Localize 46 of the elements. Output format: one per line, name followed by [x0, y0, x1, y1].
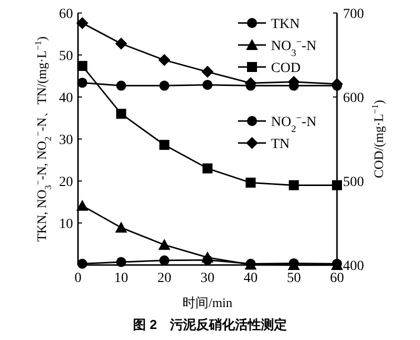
x-tick-label: 20	[157, 271, 172, 286]
y-tick-label: 60	[59, 7, 73, 22]
y2-tick-label: 700	[343, 7, 364, 22]
point	[77, 78, 88, 88]
point	[159, 140, 170, 150]
point	[202, 163, 212, 174]
point	[115, 222, 128, 233]
y-tick-label: 30	[59, 133, 73, 148]
point	[77, 60, 88, 71]
legend-label: NO$_{3}$$^{−}$-N	[271, 36, 316, 58]
point	[76, 17, 88, 30]
x-tick-label: 50	[286, 271, 301, 286]
point	[159, 80, 170, 91]
y-tick-label: 40	[59, 91, 73, 106]
x-tick-label: 10	[114, 271, 128, 286]
x-axis-title: 时间/min	[182, 295, 233, 310]
y-tick-label: 50	[59, 49, 73, 64]
point	[159, 255, 170, 266]
point	[116, 80, 126, 91]
point	[76, 200, 88, 211]
x-tick-label: 40	[244, 271, 258, 286]
point	[202, 66, 214, 78]
point	[158, 54, 170, 66]
x-tick-label: 0	[74, 271, 82, 286]
x-tick-label: 60	[330, 271, 344, 286]
point	[332, 180, 342, 190]
y2-tick-label: 600	[343, 91, 364, 106]
y-tick-label: 20	[59, 175, 73, 190]
point	[116, 257, 126, 268]
point	[202, 254, 212, 265]
y2-tick-label: 500	[343, 175, 364, 190]
legend-label: NO$_{2}$$^{−}$-N	[271, 112, 316, 134]
point	[115, 38, 128, 50]
point	[246, 178, 256, 188]
y2-tick-label: 400	[343, 259, 364, 274]
point	[158, 238, 170, 250]
text: 图 2 污泥反硝化活性测定	[133, 317, 287, 332]
y-tick-label: 10	[59, 217, 73, 232]
point	[288, 180, 299, 190]
x-tick-label: 30	[200, 271, 214, 286]
point	[116, 108, 126, 119]
legend-label: TN	[271, 137, 290, 152]
point	[202, 80, 212, 90]
legend-label: COD	[271, 61, 301, 76]
legend-label: TKN	[271, 17, 300, 32]
point	[77, 258, 88, 269]
